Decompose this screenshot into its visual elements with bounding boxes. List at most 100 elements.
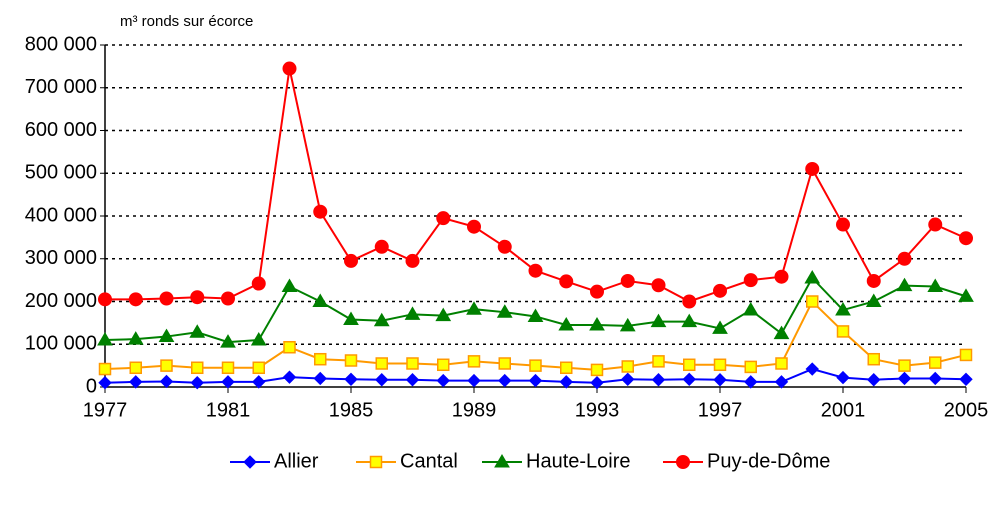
marker [867,373,881,387]
marker [159,291,174,306]
marker [250,331,267,346]
marker [496,304,513,318]
marker [405,253,420,268]
x-tick-label: 1985 [329,399,374,421]
marker [590,284,604,299]
marker [865,293,882,307]
marker [929,356,942,369]
marker [959,372,973,387]
marker [866,273,881,288]
marker [97,331,113,346]
marker [676,455,690,469]
marker [243,455,257,469]
marker [528,263,543,278]
marker [343,311,359,325]
marker [805,161,820,176]
marker [190,290,205,305]
marker [560,361,573,375]
marker [404,306,421,320]
marker [650,313,667,328]
marker [467,373,481,388]
x-tick-label: 1997 [698,399,743,421]
marker [652,355,665,368]
marker [344,372,358,387]
y-tick-label: 600 000 [25,119,97,141]
marker [498,373,512,388]
marker [281,278,298,293]
y-tick-label: 300 000 [25,247,97,269]
marker [190,376,204,390]
marker [590,376,604,390]
marker [559,274,574,289]
marker [744,375,758,389]
marker [128,292,143,307]
marker [896,277,913,292]
marker [559,375,573,389]
marker [928,371,942,386]
marker [497,239,512,254]
marker [528,373,543,388]
x-tick-label: 2005 [944,399,989,421]
marker [283,340,296,354]
marker [344,253,358,268]
y-tick-label: 800 000 [25,33,97,55]
marker [619,317,636,332]
marker [252,361,265,375]
y-tick-label: 0 [86,375,97,397]
x-tick-label: 1981 [206,399,251,421]
marker [221,291,235,306]
marker [466,301,482,315]
marker [160,359,173,372]
marker [744,360,757,374]
marker [406,357,419,370]
y-tick-label: 100 000 [25,333,97,355]
marker [958,288,974,302]
marker [282,370,297,384]
marker [928,217,943,232]
x-tick-label: 1993 [575,399,620,421]
marker [312,293,329,307]
marker [775,357,788,370]
marker [191,361,204,375]
marker [98,292,112,307]
marker [651,373,666,387]
marker [743,273,758,288]
marker [220,334,236,348]
marker [682,294,697,309]
marker [959,231,973,246]
y-axis-label: m³ ronds sur écorce [120,13,253,30]
marker [836,217,850,232]
marker [836,370,850,385]
legend-label: Cantal [400,450,458,472]
marker [314,352,327,366]
y-tick-label: 200 000 [25,290,97,312]
marker [467,219,481,234]
marker [282,61,297,76]
marker [498,357,511,370]
marker [713,373,727,387]
marker [683,358,696,372]
legend-label: Allier [274,450,319,472]
marker [158,328,175,343]
marker [713,358,727,372]
marker [467,355,481,368]
marker [313,204,328,219]
marker [713,283,727,298]
marker [494,454,510,468]
marker [836,325,850,338]
y-tick-label: 500 000 [25,162,97,184]
x-tick-label: 2001 [821,399,866,421]
marker [375,357,388,370]
y-tick-label: 400 000 [25,204,97,226]
legend-label: Haute-Loire [526,450,631,472]
marker [435,307,452,322]
marker [129,375,143,389]
marker [651,278,666,293]
marker [774,269,789,284]
marker [681,313,698,328]
marker [374,239,389,254]
marker [959,348,973,362]
marker [369,455,383,469]
marker [251,276,266,291]
marker [590,363,604,377]
